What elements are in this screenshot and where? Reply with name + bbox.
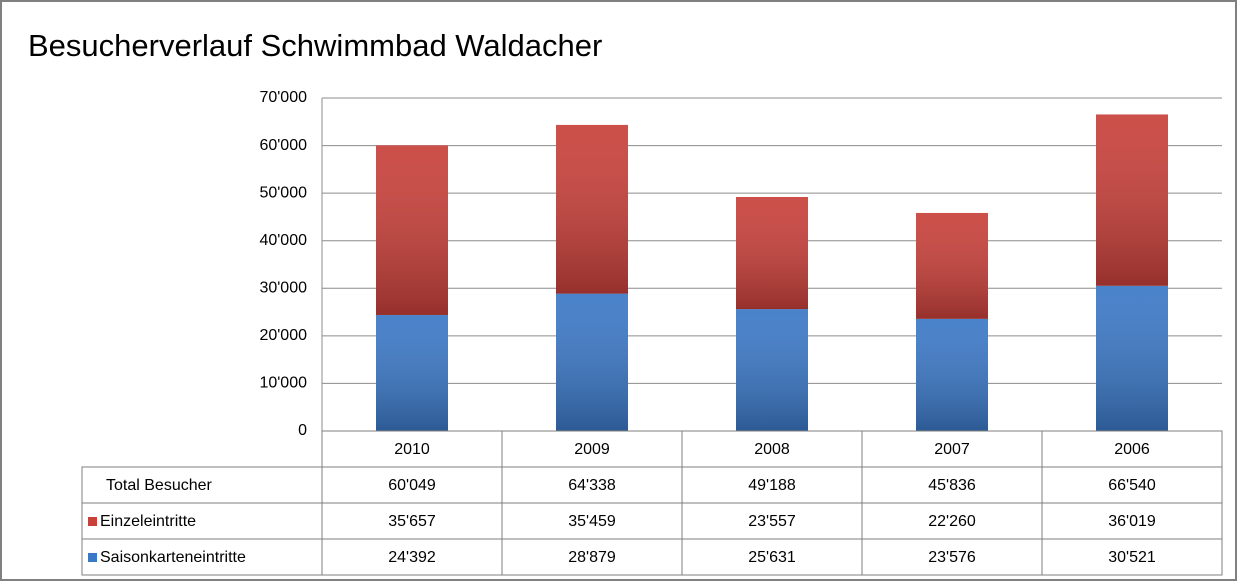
table-value: 64'338 — [568, 477, 616, 494]
x-tick-label: 2006 — [1114, 441, 1150, 458]
table-value: 49'188 — [748, 477, 796, 494]
table-value: 23'576 — [928, 549, 976, 566]
row-label: Total Besucher — [106, 477, 213, 494]
table-value: 25'631 — [748, 549, 796, 566]
bar-shade — [376, 314, 448, 431]
x-tick-label: 2008 — [754, 441, 790, 458]
bar-shade — [916, 318, 988, 431]
x-tick-label: 2009 — [574, 441, 610, 458]
y-tick-label: 0 — [298, 422, 307, 439]
bar-shade — [916, 212, 988, 319]
x-tick-label: 2007 — [934, 441, 970, 458]
bar-shade — [1096, 114, 1168, 286]
table-value: 66'540 — [1108, 477, 1156, 494]
y-tick-label: 50'000 — [259, 184, 307, 201]
bar-shade — [1096, 285, 1168, 431]
table-value: 35'459 — [568, 513, 616, 530]
y-tick-label: 70'000 — [259, 89, 307, 106]
y-tick-label: 10'000 — [259, 375, 307, 392]
legend-swatch — [88, 553, 97, 562]
x-tick-label: 2010 — [394, 441, 430, 458]
table-value: 35'657 — [388, 513, 436, 530]
table-value: 22'260 — [928, 513, 976, 530]
table-value: 36'019 — [1108, 513, 1156, 530]
y-tick-label: 30'000 — [259, 280, 307, 297]
bar-shade — [556, 124, 628, 294]
table-value: 30'521 — [1108, 549, 1156, 566]
legend-swatch — [88, 517, 97, 526]
y-tick-label: 20'000 — [259, 327, 307, 344]
table-value: 28'879 — [568, 549, 616, 566]
table-row — [81, 538, 1223, 576]
table-value: 24'392 — [388, 549, 436, 566]
y-tick-label: 60'000 — [259, 137, 307, 154]
bar-shade — [736, 197, 808, 310]
chart-title: Besucherverlauf Schwimmbad Waldacher — [28, 28, 602, 63]
bar-shade — [376, 145, 448, 315]
bar-shade — [556, 293, 628, 431]
legend-label: Saisonkarteneintritte — [100, 549, 246, 566]
bar-shade — [736, 309, 808, 431]
y-tick-label: 40'000 — [259, 232, 307, 249]
legend-label: Einzeleintritte — [100, 513, 196, 530]
table-value: 45'836 — [928, 477, 976, 494]
table-value: 23'557 — [748, 513, 796, 530]
table-value: 60'049 — [388, 477, 436, 494]
